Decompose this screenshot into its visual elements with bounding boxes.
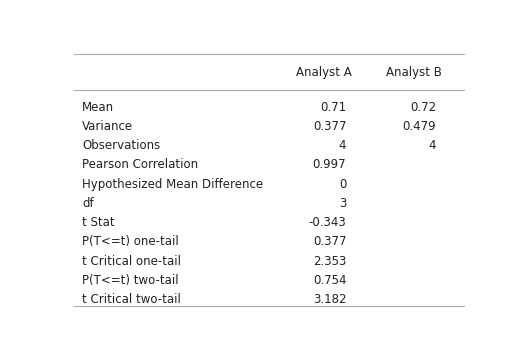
Text: -0.343: -0.343: [309, 216, 346, 229]
Text: 0.377: 0.377: [313, 120, 346, 133]
Text: 0.71: 0.71: [320, 101, 346, 113]
Text: Mean: Mean: [82, 101, 114, 113]
Text: t Critical one-tail: t Critical one-tail: [82, 254, 181, 268]
Text: 3: 3: [339, 197, 347, 210]
Text: 0.479: 0.479: [402, 120, 436, 133]
Text: t Critical two-tail: t Critical two-tail: [82, 293, 181, 306]
Text: df: df: [82, 197, 93, 210]
Text: 0.377: 0.377: [313, 235, 346, 248]
Text: 3.182: 3.182: [313, 293, 346, 306]
Text: 0.72: 0.72: [410, 101, 436, 113]
Text: 4: 4: [428, 139, 436, 152]
Text: t Stat: t Stat: [82, 216, 114, 229]
Text: P(T<=t) two-tail: P(T<=t) two-tail: [82, 274, 178, 287]
Text: 0: 0: [339, 178, 347, 191]
Text: Variance: Variance: [82, 120, 133, 133]
Text: 0.754: 0.754: [313, 274, 346, 287]
Text: Analyst A: Analyst A: [296, 66, 352, 79]
Text: 4: 4: [339, 139, 346, 152]
Text: Observations: Observations: [82, 139, 160, 152]
Text: P(T<=t) one-tail: P(T<=t) one-tail: [82, 235, 178, 248]
Text: 0.997: 0.997: [313, 158, 346, 171]
Text: Analyst B: Analyst B: [385, 66, 442, 79]
Text: Hypothesized Mean Difference: Hypothesized Mean Difference: [82, 178, 263, 191]
Text: 2.353: 2.353: [313, 254, 346, 268]
Text: Pearson Correlation: Pearson Correlation: [82, 158, 198, 171]
